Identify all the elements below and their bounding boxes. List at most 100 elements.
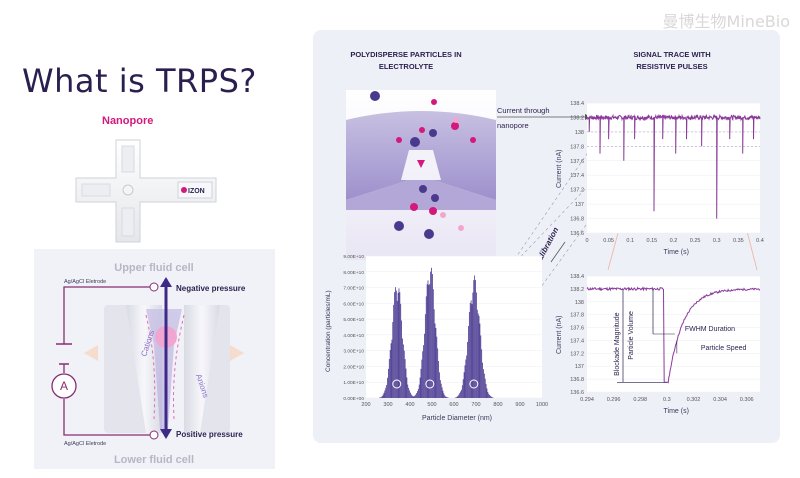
signal-trace-ytick: 138.4 xyxy=(570,101,584,107)
histogram-bar xyxy=(402,344,404,398)
particle-pore-illustration xyxy=(346,90,496,260)
histogram-ytick: 5.00E+10 xyxy=(343,317,364,323)
histogram-bar xyxy=(395,290,397,398)
pulse-zoom-ylabel: Current (nA) xyxy=(556,315,563,354)
histogram-ytick: 2.00E+10 xyxy=(343,364,364,370)
histogram-bar xyxy=(490,395,491,398)
histogram-bar xyxy=(469,302,471,398)
current-through-label-1: Current through xyxy=(497,106,550,115)
histogram-bar xyxy=(435,327,437,398)
histogram-bar xyxy=(398,288,400,398)
histogram-bar xyxy=(414,395,416,398)
negative-pressure-label: Negative pressure xyxy=(176,284,246,293)
signal-trace-xtick: 0 xyxy=(585,238,588,244)
signal-trace-ytick: 137.2 xyxy=(570,188,584,194)
histogram-bar xyxy=(383,392,385,398)
watermark: 曼博生物MineBio xyxy=(662,12,790,31)
peak-marker xyxy=(425,379,435,389)
histogram-bar xyxy=(457,395,459,398)
histogram-bar xyxy=(475,279,476,398)
histogram-bar xyxy=(478,315,480,398)
histogram-bar xyxy=(477,313,479,398)
histogram-bar xyxy=(430,271,432,398)
signal-trace-xtick: 0.25 xyxy=(690,238,701,244)
histogram-bar xyxy=(491,397,493,398)
current-through-label-2: nanopore xyxy=(497,121,529,130)
histogram-bar xyxy=(466,355,468,398)
histogram-bar xyxy=(387,377,388,398)
histogram-bar xyxy=(419,377,421,398)
histogram-bar xyxy=(413,396,415,398)
pulse-zoom-ytick: 137.4 xyxy=(570,338,584,344)
histogram-bar xyxy=(385,387,387,398)
histogram-bar xyxy=(480,335,482,398)
histogram-bar xyxy=(483,369,484,398)
histogram-bar xyxy=(460,391,461,398)
histogram-bar xyxy=(411,395,413,398)
histogram-ylabel: Concentration (particles/mL) xyxy=(325,290,332,372)
histogram-bar xyxy=(429,283,431,398)
histogram-bar xyxy=(421,359,423,398)
histogram-xtick: 200 xyxy=(361,402,370,408)
pulse-zoom-xtick: 0.298 xyxy=(633,397,647,403)
histogram-xtick: 400 xyxy=(405,402,414,408)
histogram-bar xyxy=(446,396,447,398)
signal-trace-ylabel: Current (nA) xyxy=(556,149,563,188)
signal-trace-xtick: 0.2 xyxy=(670,238,678,244)
histogram-bar xyxy=(382,394,384,398)
histogram-ytick: 8.00E+10 xyxy=(343,270,364,276)
signal-trace-ytick: 138.2 xyxy=(570,115,584,121)
histogram-bar xyxy=(455,397,457,398)
histogram-bar xyxy=(391,339,393,398)
histogram-xtick: 1000 xyxy=(536,402,548,408)
histogram-bar xyxy=(434,323,436,398)
histogram-bar xyxy=(431,267,432,398)
histogram-bar xyxy=(440,383,442,398)
histogram-bar xyxy=(410,392,411,398)
histogram-bar xyxy=(394,292,395,398)
histogram-bar xyxy=(406,377,408,398)
histogram-bar xyxy=(424,333,425,398)
signal-trace-xtick: 0.3 xyxy=(713,238,721,244)
histogram-bar xyxy=(490,396,492,398)
histogram-bar xyxy=(420,368,422,398)
signal-title-1: SIGNAL TRACE WITH xyxy=(633,50,710,59)
histogram-bar xyxy=(484,378,486,398)
pulse-zoom-xtick: 0.296 xyxy=(607,397,621,403)
histogram-bar xyxy=(436,336,438,398)
histogram-bar xyxy=(441,387,443,398)
histogram-bar xyxy=(405,368,407,398)
signal-trace-xtick: 0.15 xyxy=(647,238,658,244)
histogram-bar xyxy=(397,292,399,398)
histogram-bar xyxy=(479,323,481,398)
histogram-bar xyxy=(395,287,396,398)
histogram-bar xyxy=(393,304,395,398)
histogram-bar xyxy=(388,359,390,398)
pulse-zoom-xtick: 0.294 xyxy=(580,397,594,403)
particle-speed-label: Particle Speed xyxy=(701,345,747,352)
histogram-xtick: 300 xyxy=(383,402,392,408)
histogram-plot-area xyxy=(366,256,542,398)
histogram-bar xyxy=(400,303,402,398)
nanopore-chip-image: IZON xyxy=(75,139,217,243)
signal-trace-ytick: 138 xyxy=(575,130,584,136)
signal-trace-xlabel: Time (s) xyxy=(664,249,689,256)
signal-trace-plot-area xyxy=(587,103,760,233)
histogram-bar xyxy=(418,384,420,398)
histogram-bar xyxy=(417,388,419,398)
signal-trace-chart: 138.4 138.2 138 137.8 137.6 137.4 137.2 137 136.… xyxy=(556,101,764,256)
signal-trace-xtick: 0.35 xyxy=(733,238,744,244)
histogram-xtick: 500 xyxy=(427,402,436,408)
histogram-bar xyxy=(428,285,430,398)
histogram-bar xyxy=(468,312,470,398)
histogram-bar xyxy=(439,372,440,398)
histogram-bar xyxy=(404,359,406,398)
histogram-bar xyxy=(481,349,483,398)
signal-trace-xtick: 0.1 xyxy=(626,238,634,244)
ammeter-label: A xyxy=(60,379,68,393)
polydisperse-title-2: ELECTROLYTE xyxy=(379,62,433,71)
histogram-bar xyxy=(476,292,477,398)
pulse-zoom-line xyxy=(586,286,761,384)
histogram-bar xyxy=(442,390,444,398)
lower-fluid-cell-label: Lower fluid cell xyxy=(114,454,194,466)
